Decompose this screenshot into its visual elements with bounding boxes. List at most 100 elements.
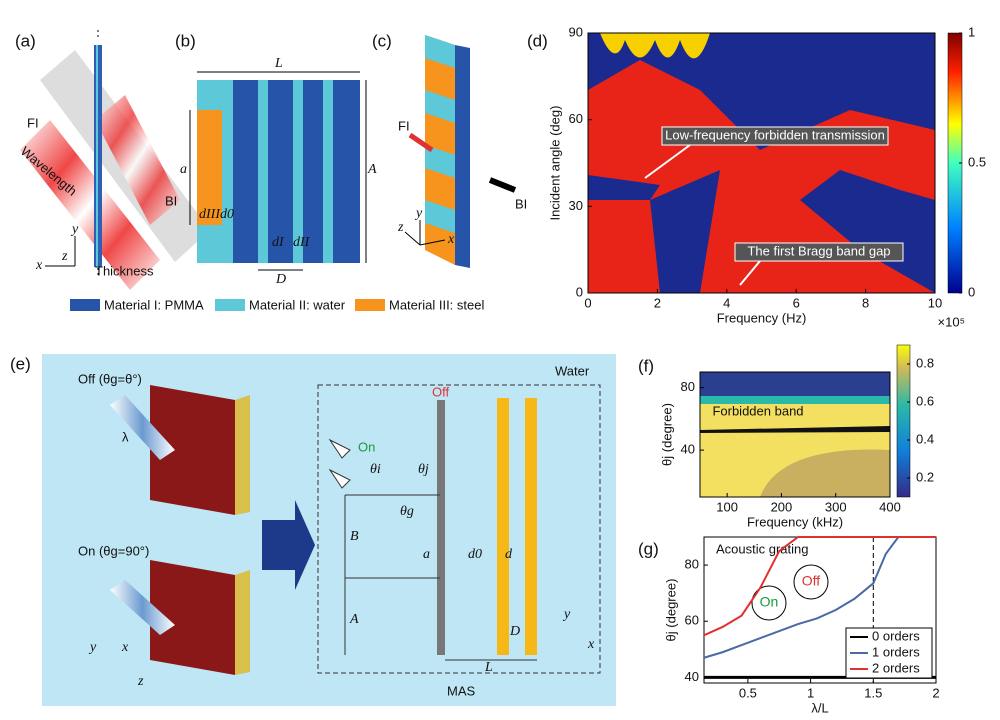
y-tick-label: 60 [685,613,699,628]
material-legend: Material I: PMMA Material II: water Mate… [70,297,484,312]
x-tick-label: 0.5 [739,685,757,700]
y-tick-label: 60 [569,111,583,126]
panel-label: (b) [175,31,196,50]
annotation-circle [793,564,829,600]
legend-text: 1 orders [872,644,920,659]
axis-label: z [137,674,144,689]
panel-e: Off (θg=θ°) On (θg=90°) λ Water Off On θ… [42,354,616,706]
axis-label: y [70,222,79,237]
panel-label: (d) [527,31,548,50]
y-axis-label: θj (degree) [663,579,678,642]
label: FI [27,115,39,130]
label: On [358,439,375,454]
colorbar-tick-label: 0.4 [916,431,934,446]
x-tick-label: 10 [928,295,942,310]
x-tick-label: 2 [654,295,661,310]
x-tick-label: 1 [807,685,814,700]
x-tick-label: 8 [862,295,869,310]
annotation: On [760,594,779,610]
annotation: The first Bragg band gap [747,243,890,258]
chart-title: Acoustic grating [716,541,809,556]
label: On (θg=90°) [78,543,149,558]
label: λ [122,429,129,444]
panel-label: (g) [638,539,659,558]
x-tick-label: 400 [879,499,901,514]
label: BI [165,193,177,208]
label: Thickness [95,263,154,278]
panel-label: (a) [15,31,36,50]
axis-label: x [587,637,595,652]
x-tick-label: 0 [584,295,591,310]
legend-text: Material I: PMMA [104,297,204,312]
label: D [509,624,520,639]
y-axis-label: Incident angle (deg) [547,106,562,221]
panel-c: FI BI x y z [397,35,527,268]
colorbar-tick-label: 0.5 [968,154,986,169]
label: L [274,56,283,71]
colorbar-tick-label: 0 [968,284,975,299]
panel-b: L a A dIII d0 dI dII D [180,56,377,287]
label: A [367,162,377,177]
colorbar-tick-label: 1 [968,24,975,39]
plot-frame [699,371,891,498]
plot-frame [587,32,936,294]
panel-label: (e) [10,354,31,373]
label: d0 [468,547,482,562]
panel-a: FI Wavelength BI Thickness x y z [18,30,210,290]
line-series [703,536,936,659]
x-axis-label: λ/L [811,700,828,715]
panel-label: (f) [638,356,654,375]
label: FI [398,118,410,133]
y-tick-label: 30 [569,198,583,213]
label: θj [418,462,429,477]
x-tick-label: 100 [716,499,738,514]
label: Off [432,384,449,399]
panel-label: (c) [372,31,392,50]
x-tick-label: 200 [771,499,793,514]
label: L [484,660,493,675]
label: a [180,162,187,177]
annotation: Low-frequency forbidden transmission [665,127,885,142]
axis-label: z [61,249,68,264]
label: a [423,547,430,562]
x-tick-label: 300 [825,499,847,514]
legend-text: Material III: steel [389,297,484,312]
x-axis-label: Frequency (kHz) [747,514,843,529]
label: θi [370,462,381,477]
label: dII [293,235,311,250]
heatmap-d [588,32,963,294]
label: D [275,272,286,287]
x-tick-label: 2 [932,685,939,700]
label: A [349,612,359,627]
axis-label: x [121,640,129,655]
heatmap-f [700,344,911,498]
legend-text: 2 orders [872,660,920,675]
x-tick-label: 4 [723,295,730,310]
y-tick-label: 40 [685,669,699,684]
label: dIII [199,207,221,222]
y-tick-label: 80 [681,379,695,394]
label: MAS [447,683,476,698]
axis-label: y [414,206,423,221]
legend-text: 0 orders [872,628,920,643]
label: Off (θg=θ°) [78,371,142,386]
y-tick-label: 80 [685,557,699,572]
x-tick-label: 6 [793,295,800,310]
label: d [505,547,513,562]
colorbar-tick-label: 0.2 [916,469,934,484]
y-tick-label: 0 [576,284,583,299]
line-series [703,536,936,637]
legend-text: Material II: water [249,297,346,312]
label: Water [555,363,590,378]
axis-label: y [88,640,97,655]
x-tick-label: 1.5 [864,685,882,700]
y-tick-label: 40 [681,442,695,457]
annotation-circle [751,585,787,621]
label: dI [272,235,285,250]
axis-label: x [447,232,455,247]
x-axis-label: Frequency (Hz) [717,310,807,325]
label: BI [515,196,527,211]
label: B [350,529,359,544]
y-axis-label: θj (degree) [659,403,674,466]
